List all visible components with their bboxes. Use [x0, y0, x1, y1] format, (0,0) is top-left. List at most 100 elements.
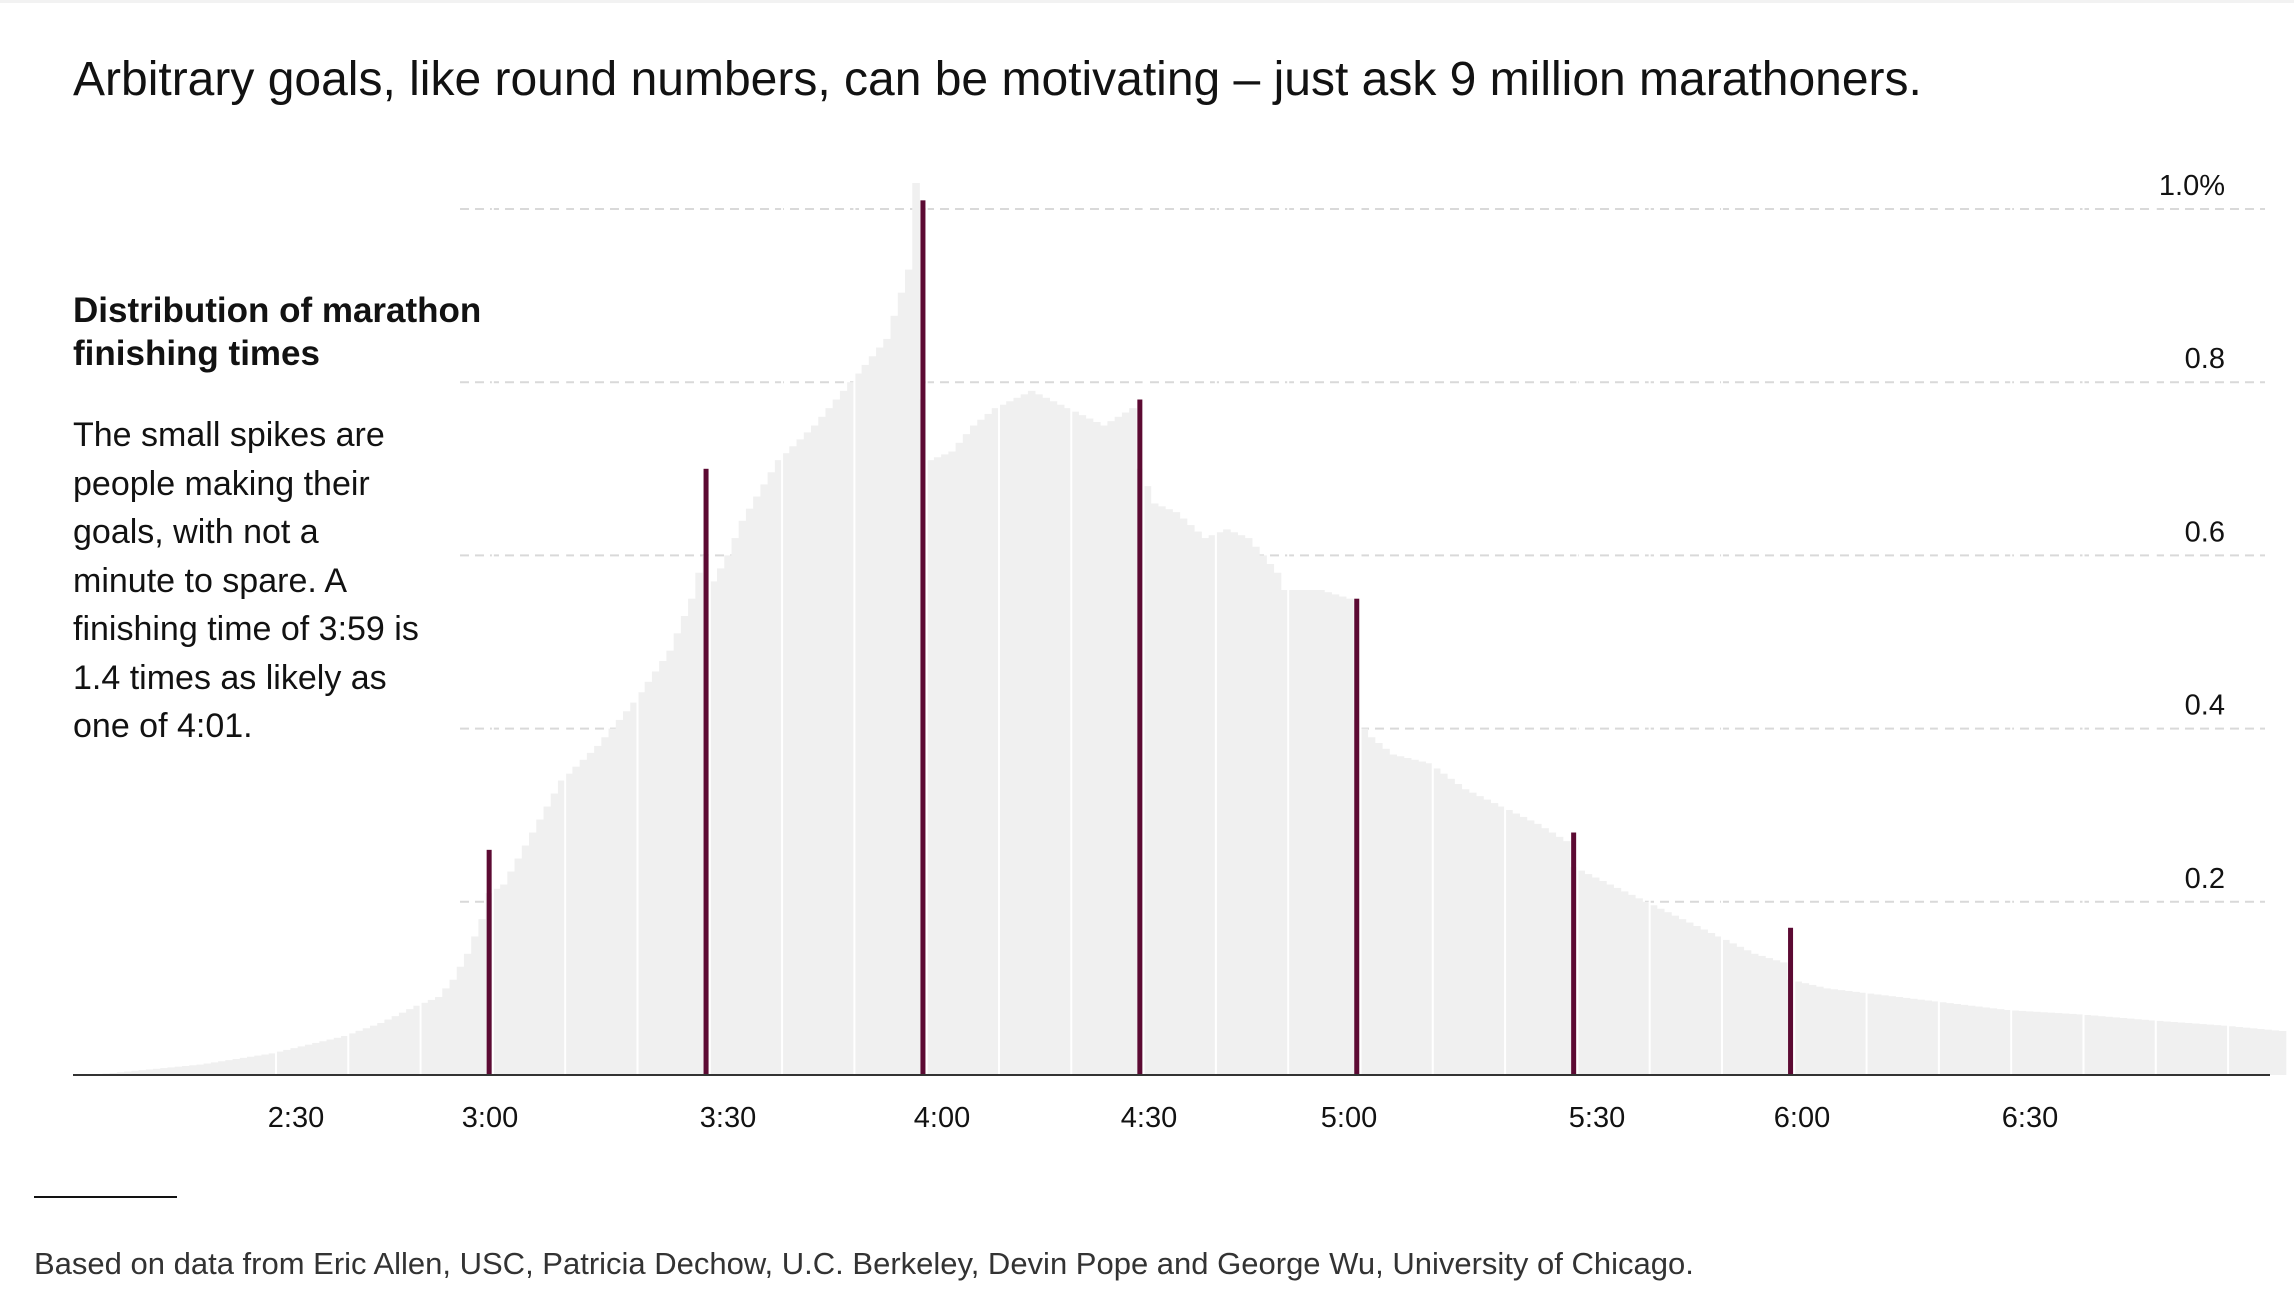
distribution-bar [2257, 1029, 2265, 1075]
distribution-bar [1967, 1005, 1976, 1075]
distribution-bar [232, 1058, 241, 1075]
distribution-bar [247, 1056, 255, 1075]
distribution-bar [1461, 789, 1470, 1075]
distribution-bar [1129, 408, 1137, 1075]
distribution-bar [1938, 1002, 1947, 1075]
distribution-bar [529, 832, 537, 1075]
distribution-bar [1252, 546, 1260, 1075]
distribution-bar [181, 1065, 190, 1075]
distribution-bar [1548, 832, 1557, 1075]
distribution-bar [1403, 758, 1412, 1075]
distribution-bar [1519, 816, 1528, 1075]
distribution-bar [818, 416, 826, 1076]
distribution-bar [651, 671, 660, 1075]
distribution-bar [1346, 598, 1354, 1075]
distribution-bar [1801, 983, 1810, 1075]
distribution-bar [290, 1048, 299, 1075]
distribution-bar [991, 408, 1000, 1075]
distribution-bar [2047, 1012, 2055, 1075]
distribution-bar [1664, 912, 1672, 1075]
distribution-bar [189, 1065, 197, 1075]
distribution-bar [1056, 404, 1065, 1076]
distribution-bar [1606, 884, 1614, 1075]
distribution-bar [1714, 936, 1723, 1075]
distribution-bar [1584, 874, 1593, 1075]
distribution-bar [507, 871, 515, 1075]
distribution-bar [2112, 1017, 2121, 1075]
distribution-bar [2040, 1012, 2048, 1075]
distribution-bar [1960, 1004, 1969, 1075]
distribution-bar [847, 382, 855, 1075]
distribution-bar [926, 460, 935, 1075]
distribution-chart: 0.2 0.4 0.6 0.8 1.0% 2:30 3:00 3:30 4:00 4:30 5:0… [73, 170, 2287, 1134]
distribution-bar [1280, 590, 1289, 1075]
distribution-bar [2199, 1024, 2207, 1075]
distribution-bar [1114, 416, 1123, 1076]
distribution-bar [2271, 1030, 2280, 1075]
distribution-bar [2011, 1010, 2019, 1075]
distribution-bar [1317, 590, 1325, 1075]
x-tick-label: 3:30 [700, 1102, 756, 1134]
source-divider [34, 1196, 177, 1198]
distribution-bar [124, 1071, 132, 1075]
distribution-bar [1794, 981, 1802, 1075]
distribution-bar [131, 1070, 140, 1075]
distribution-bar [2083, 1014, 2092, 1075]
distribution-bar [1035, 394, 1043, 1075]
distribution-bar [1259, 555, 1267, 1075]
distribution-bar [333, 1037, 342, 1075]
distribution-bar [897, 292, 906, 1076]
distribution-bar [1367, 737, 1376, 1075]
distribution-bar [760, 484, 769, 1075]
headline: Arbitrary goals, like round numbers, can… [73, 53, 1922, 106]
distribution-bar [753, 496, 761, 1075]
distribution-bar [594, 745, 602, 1075]
distribution-bar [890, 315, 899, 1075]
spike-2-59 [486, 849, 492, 1075]
distribution-bar [406, 1009, 414, 1075]
distribution-bar [1432, 768, 1441, 1075]
distribution-bar [550, 793, 559, 1075]
distribution-bar [268, 1053, 277, 1075]
x-tick-label: 5:00 [1321, 1102, 1377, 1134]
distribution-bar [1071, 411, 1079, 1075]
distribution-bar [796, 439, 805, 1075]
distribution-bar [1599, 881, 1607, 1075]
distribution-bar [1693, 926, 1701, 1075]
distribution-bar [1158, 506, 1166, 1076]
distribution-bar [608, 728, 617, 1075]
distribution-bar [1186, 525, 1195, 1075]
distribution-bar [659, 661, 667, 1075]
distribution-bar [586, 752, 595, 1075]
distribution-bar [1309, 590, 1318, 1075]
distribution-bar [304, 1044, 313, 1075]
distribution-bar [1620, 891, 1629, 1075]
distribution-bar [1736, 946, 1745, 1075]
distribution-bar [1215, 532, 1224, 1075]
distribution-bar [1338, 596, 1347, 1075]
distribution-bar [2177, 1022, 2186, 1075]
distribution-bar [738, 520, 747, 1075]
distribution-bar [384, 1019, 393, 1075]
chart-annotation: The small spikes are people making their… [73, 416, 419, 745]
distribution-bar [1721, 939, 1730, 1075]
distribution-bar [962, 434, 971, 1075]
distribution-bar [1237, 535, 1246, 1075]
distribution-bar [1534, 823, 1542, 1075]
distribution-bar [463, 953, 472, 1075]
distribution-bar [1895, 997, 1904, 1075]
distribution-bar [1468, 792, 1477, 1075]
distribution-bar [196, 1064, 205, 1075]
distribution-bar [500, 884, 508, 1075]
distribution-bar [1837, 990, 1846, 1075]
distribution-bar [767, 472, 776, 1075]
distribution-bar [883, 338, 891, 1075]
x-tick-label: 2:30 [268, 1102, 324, 1134]
distribution-bar [456, 966, 465, 1075]
distribution-bar [854, 373, 863, 1075]
distribution-bar [2220, 1025, 2229, 1075]
spike-4-29 [1137, 399, 1143, 1075]
distribution-bar [2191, 1023, 2200, 1075]
distribution-bar [1360, 728, 1369, 1075]
distribution-bar [297, 1046, 306, 1075]
